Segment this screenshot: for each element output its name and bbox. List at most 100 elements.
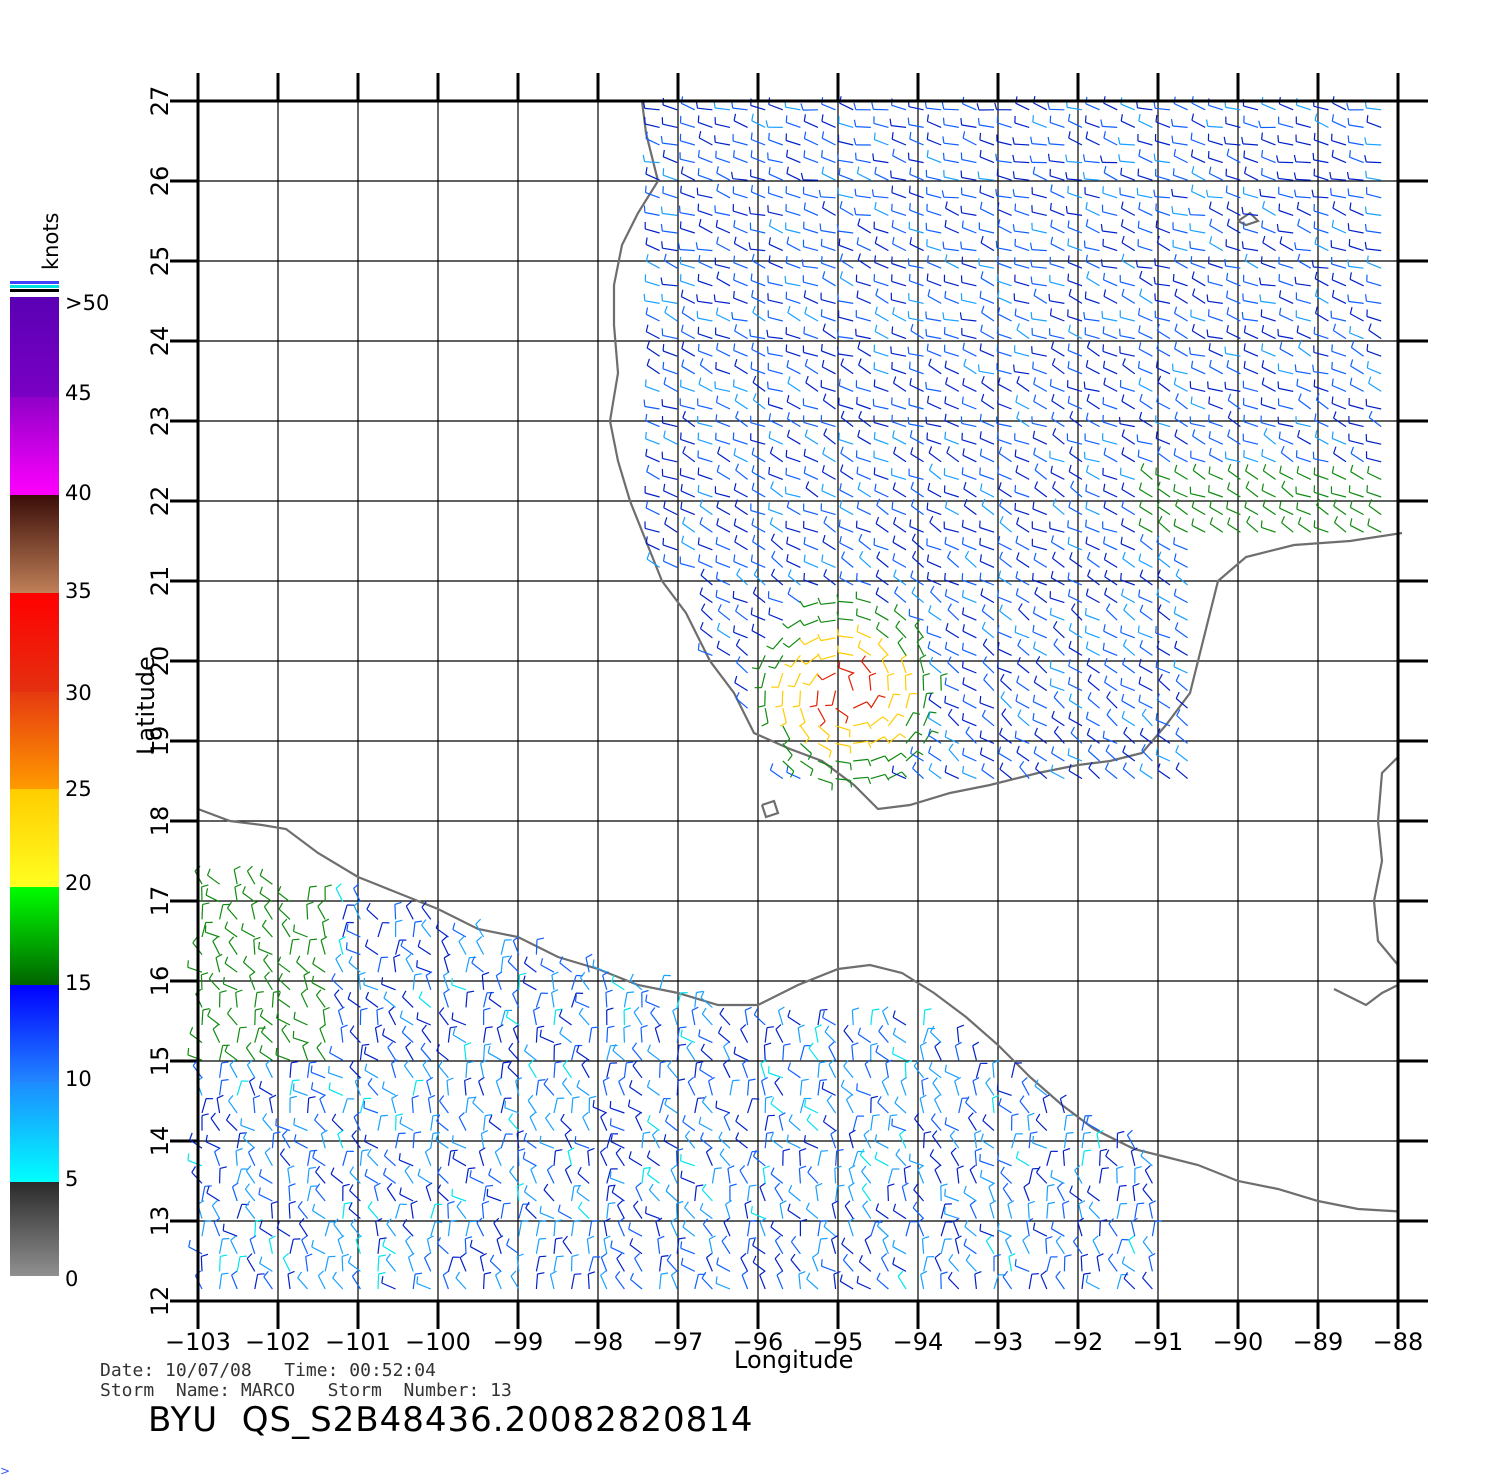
wind-barb: [588, 1027, 593, 1043]
wind-barb: [1087, 347, 1100, 357]
wind-barb-feather: [716, 1257, 719, 1265]
wind-barb-feather: [877, 637, 883, 645]
wind-barb: [1155, 437, 1171, 445]
wind-barb: [823, 1226, 836, 1237]
wind-barb: [881, 659, 889, 674]
wind-barb: [799, 690, 801, 706]
wind-barb-feather: [981, 763, 985, 771]
wind-barb-feather: [753, 568, 759, 576]
wind-barb: [799, 1045, 805, 1061]
wind-barb-feather: [424, 1252, 431, 1259]
wind-barb-feather: [979, 1169, 983, 1178]
wind-barb-feather: [1053, 690, 1059, 698]
wind-barb: [734, 682, 748, 692]
wind-barb: [859, 1154, 872, 1167]
wind-barb: [1015, 577, 1030, 586]
wind-barb: [996, 369, 1012, 375]
wind-barb: [1260, 422, 1276, 428]
wind-barb: [1174, 383, 1188, 392]
wind-barb-feather: [381, 977, 384, 985]
wind-barb: [1225, 388, 1241, 392]
wind-barb-feather: [364, 1134, 367, 1142]
wind-barb: [997, 1229, 1012, 1237]
wind-barb: [435, 927, 449, 938]
wind-barb-feather: [335, 953, 342, 960]
wind-barb: [1033, 400, 1048, 410]
wind-barb-feather: [645, 131, 648, 139]
wind-barb-feather: [680, 1241, 683, 1249]
wind-barb-feather: [800, 659, 807, 665]
wind-barb: [1261, 156, 1276, 164]
wind-barb-feather: [316, 1042, 322, 1049]
wind-barb: [663, 1140, 678, 1149]
wind-barb: [715, 561, 731, 568]
lat-tick-label: 17: [146, 886, 174, 917]
wind-barb: [787, 593, 801, 604]
wind-barb-feather: [558, 1009, 563, 1017]
wind-barb: [997, 667, 1012, 674]
wind-barb: [1068, 595, 1083, 604]
wind-barb-feather: [1296, 465, 1300, 474]
wind-barb: [1316, 504, 1329, 516]
wind-barb-feather: [1055, 1270, 1061, 1278]
wind-barb: [262, 1118, 273, 1131]
wind-barb: [662, 174, 678, 181]
wind-barb: [644, 211, 660, 216]
wind-barb-feather: [892, 535, 896, 543]
wind-barb-feather: [782, 1148, 791, 1152]
wind-barb-feather: [1314, 271, 1318, 279]
wind-barb-feather: [821, 483, 824, 491]
wind-barb-feather: [416, 1012, 419, 1020]
wind-barb-feather: [822, 1010, 825, 1018]
wind-barb-feather: [547, 1164, 554, 1171]
wind-barb: [1154, 196, 1171, 199]
wind-barb-feather: [944, 1117, 947, 1125]
wind-barb: [319, 1028, 326, 1043]
wind-barb: [862, 1205, 872, 1219]
wind-barb: [905, 731, 917, 744]
wind-barb-feather: [997, 290, 1000, 298]
wind-barb-feather: [1142, 1236, 1148, 1243]
wind-barb: [699, 364, 713, 375]
wind-barb: [974, 1274, 977, 1290]
wind-barb-feather: [822, 393, 827, 401]
wind-barb: [698, 491, 713, 498]
wind-barb: [733, 120, 748, 128]
wind-barb: [1348, 300, 1364, 304]
wind-barb-feather: [655, 1217, 663, 1223]
wind-barb: [1002, 1276, 1013, 1290]
wind-barb: [750, 279, 766, 287]
wind-barb-feather: [961, 660, 964, 668]
wind-barb-feather: [715, 555, 718, 563]
wind-barb-feather: [348, 1202, 353, 1210]
wind-barb-feather: [875, 516, 880, 524]
wind-barb-feather: [979, 730, 982, 738]
wind-barb-feather: [1368, 499, 1373, 507]
wind-barb-feather: [821, 114, 824, 122]
wind-barb: [1034, 593, 1048, 604]
wind-barb: [894, 592, 907, 604]
wind-barb: [1260, 300, 1276, 304]
wind-barb: [926, 279, 942, 287]
wind-barb: [965, 1102, 977, 1114]
wind-barb-feather: [909, 377, 912, 386]
wind-barb-feather: [759, 1182, 766, 1188]
wind-barb: [208, 978, 221, 991]
wind-barb: [1191, 102, 1206, 111]
wind-barb: [1049, 175, 1065, 181]
wind-barb: [472, 1102, 485, 1114]
wind-barb: [1138, 383, 1153, 392]
wind-barb-feather: [926, 343, 929, 351]
wind-barb: [236, 1133, 241, 1149]
wind-barb-feather: [831, 1235, 838, 1240]
lon-tick-label: −97: [653, 1328, 704, 1356]
wind-barb: [979, 526, 995, 533]
wind-barb: [786, 350, 801, 357]
wind-barb-feather: [623, 1025, 631, 1029]
wind-barb: [1331, 263, 1347, 269]
wind-barb-feather: [645, 307, 649, 315]
wind-barb-feather: [1101, 1167, 1109, 1170]
wind-barb: [1033, 681, 1048, 692]
wind-barb-feather: [698, 1116, 702, 1124]
wind-barb: [954, 1045, 960, 1061]
